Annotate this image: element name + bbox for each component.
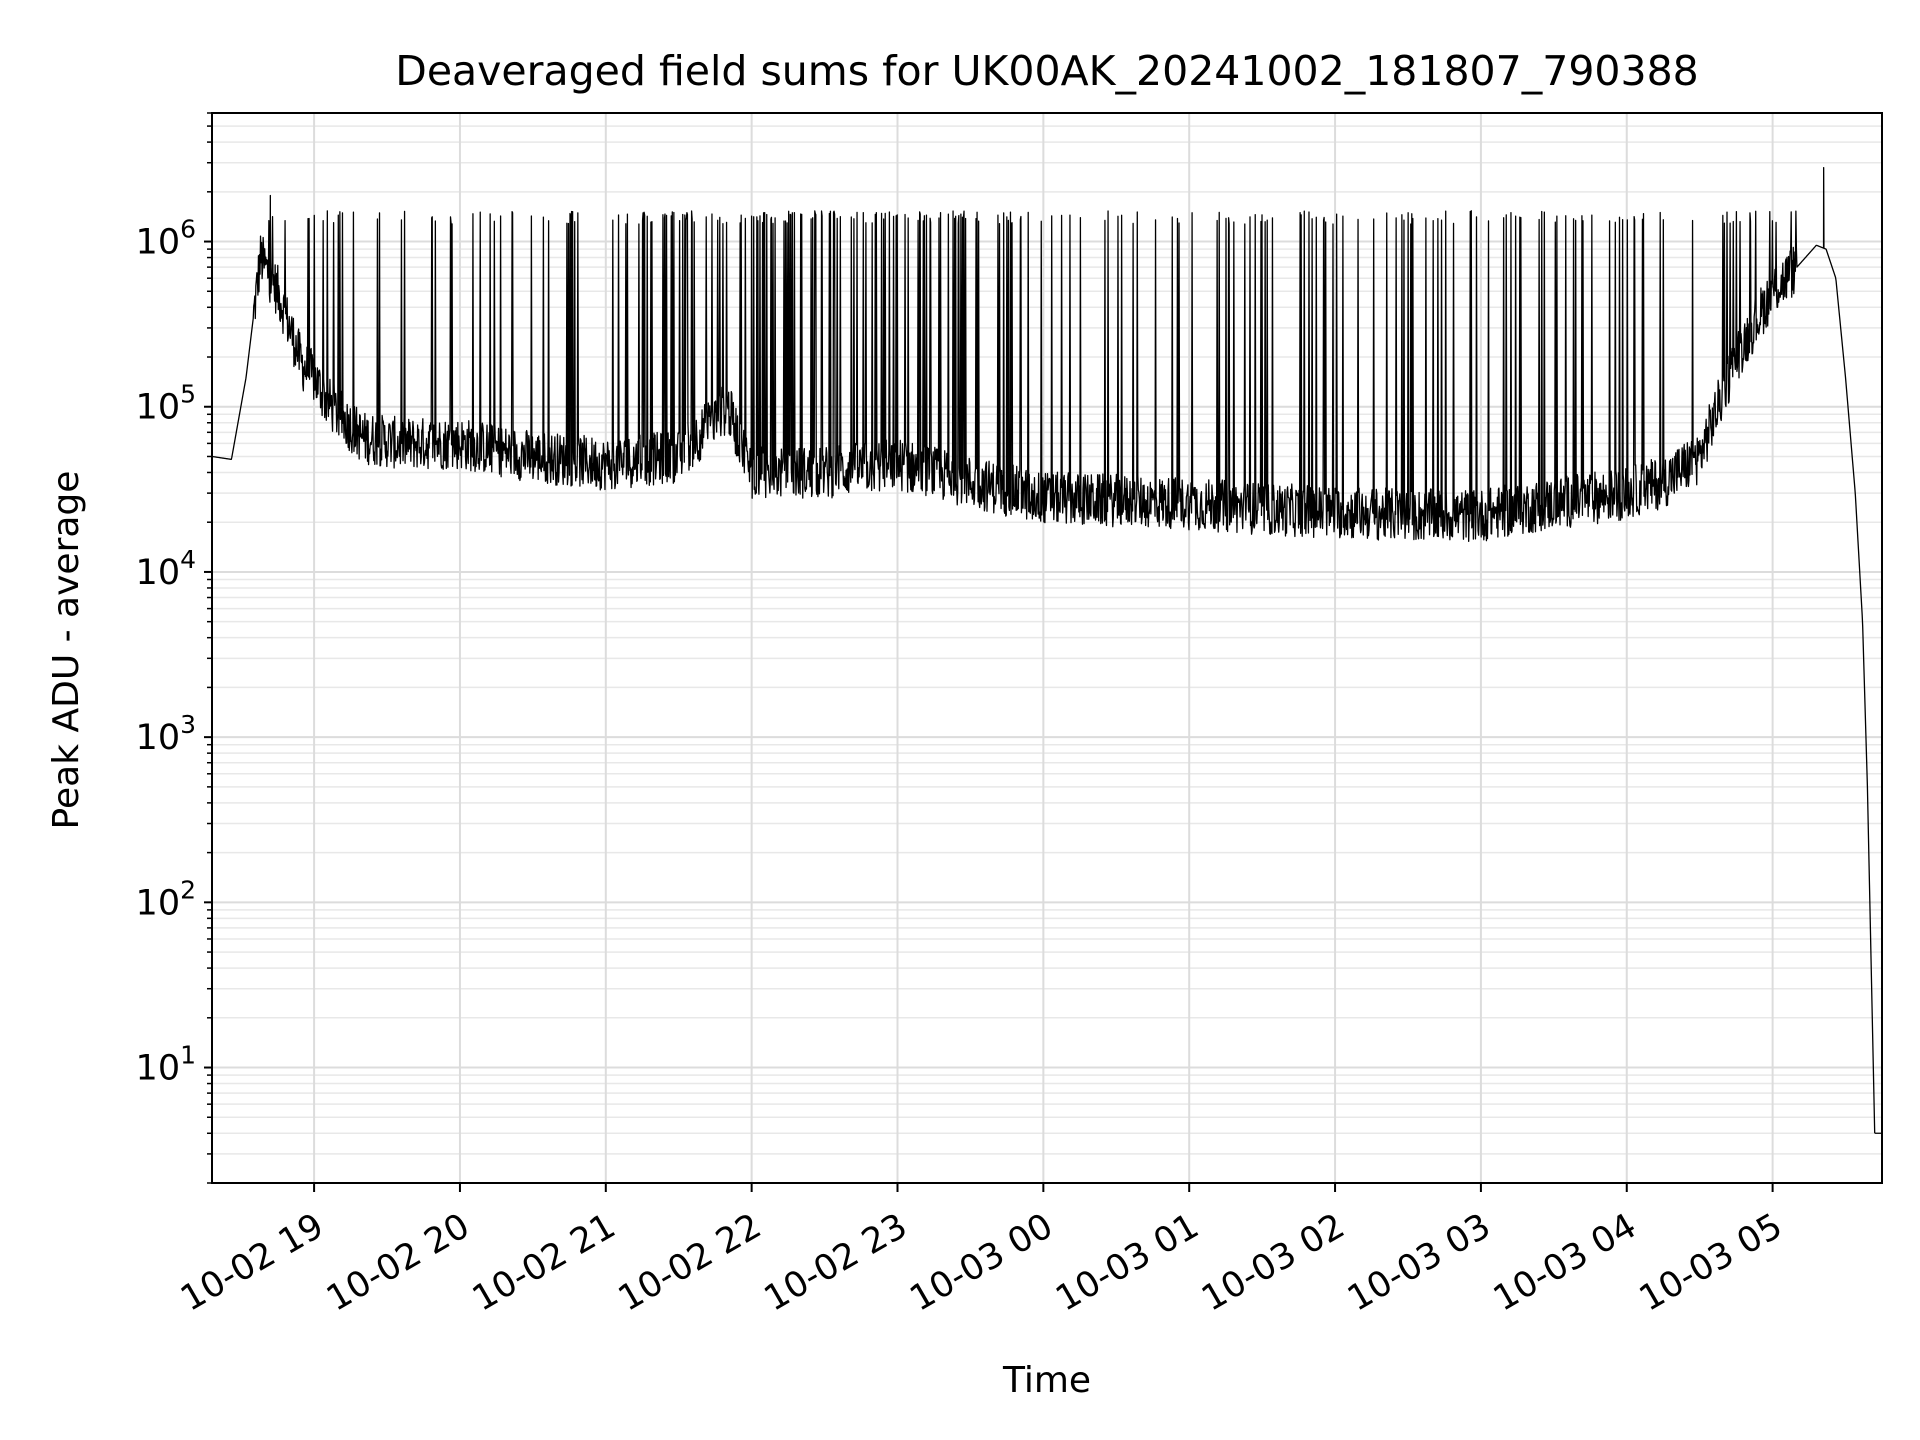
series-group <box>211 167 1883 1134</box>
y-tick-label: 103 <box>136 710 196 758</box>
x-tick-label: 10-02 21 <box>466 1206 622 1319</box>
x-tick-label: 10-03 02 <box>1195 1206 1351 1319</box>
x-tick-label: 10-03 05 <box>1633 1206 1789 1319</box>
x-tick-label: 10-02 23 <box>758 1206 914 1319</box>
x-tick-label: 10-03 00 <box>904 1206 1060 1319</box>
x-tick-label: 10-02 22 <box>612 1206 768 1319</box>
y-tick-label: 104 <box>136 545 196 593</box>
y-tick-label: 106 <box>136 215 196 263</box>
grid <box>212 112 1882 1184</box>
y-axis-label: Peak ADU - average <box>46 471 87 830</box>
y-axis-ticks: 101 102 103 104 105 106 <box>136 112 212 1184</box>
y-tick-label: 105 <box>136 380 196 428</box>
x-tick-label: 10-03 03 <box>1341 1206 1497 1319</box>
x-tick-label: 10-03 01 <box>1049 1206 1205 1319</box>
y-tick-label: 102 <box>136 875 196 923</box>
chart-title: Deaveraged field sums for UK00AK_2024100… <box>395 47 1699 95</box>
series-line <box>211 167 1883 1134</box>
x-axis-label: Time <box>1002 1360 1091 1401</box>
y-tick-label: 101 <box>136 1041 196 1089</box>
x-tick-label: 10-02 19 <box>174 1206 330 1319</box>
x-tick-label: 10-02 20 <box>320 1206 476 1319</box>
x-tick-label: 10-03 04 <box>1487 1206 1643 1319</box>
plot-area-frame <box>211 112 1883 1184</box>
